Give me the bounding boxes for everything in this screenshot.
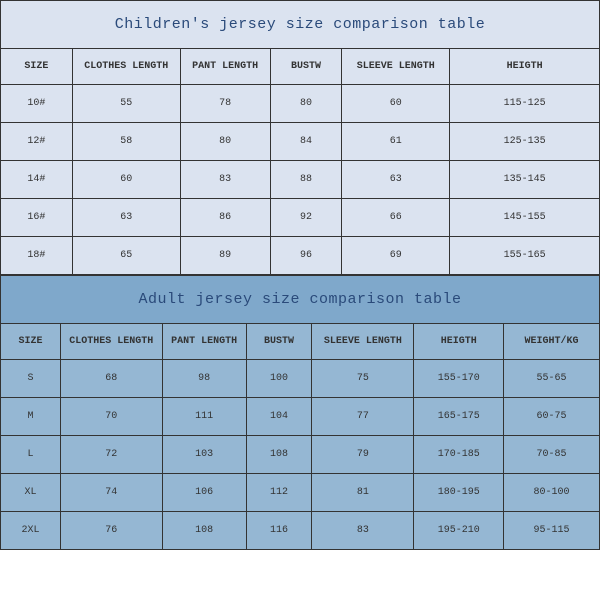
children-header-row: SIZE CLOTHES LENGTH PANT LENGTH BUSTW SL… — [1, 49, 600, 85]
cell: 60 — [342, 85, 450, 123]
cell: 106 — [162, 474, 246, 512]
cell: 98 — [162, 360, 246, 398]
children-col-header: SLEEVE LENGTH — [342, 49, 450, 85]
cell: L — [1, 436, 61, 474]
cell: 100 — [246, 360, 312, 398]
adult-col-header: CLOTHES LENGTH — [60, 324, 162, 360]
cell: 83 — [312, 512, 414, 550]
adult-header-row: SIZE CLOTHES LENGTH PANT LENGTH BUSTW SL… — [1, 324, 600, 360]
children-table: Children's jersey size comparison table … — [0, 0, 600, 275]
cell: 79 — [312, 436, 414, 474]
cell: 103 — [162, 436, 246, 474]
cell: 14# — [1, 161, 73, 199]
table-row: 14# 60 83 88 63 135-145 — [1, 161, 600, 199]
table-row: 12# 58 80 84 61 125-135 — [1, 123, 600, 161]
size-chart-container: Children's jersey size comparison table … — [0, 0, 600, 600]
cell: 108 — [162, 512, 246, 550]
adult-col-header: BUSTW — [246, 324, 312, 360]
cell: 96 — [270, 237, 342, 275]
cell: 76 — [60, 512, 162, 550]
adult-col-header: HEIGTH — [414, 324, 504, 360]
cell: 65 — [72, 237, 180, 275]
cell: M — [1, 398, 61, 436]
cell: 60 — [72, 161, 180, 199]
cell: 58 — [72, 123, 180, 161]
cell: 92 — [270, 199, 342, 237]
cell: XL — [1, 474, 61, 512]
children-col-header: CLOTHES LENGTH — [72, 49, 180, 85]
table-row: 18# 65 89 96 69 155-165 — [1, 237, 600, 275]
cell: 80 — [270, 85, 342, 123]
cell: 61 — [342, 123, 450, 161]
cell: 69 — [342, 237, 450, 275]
adult-col-header: SLEEVE LENGTH — [312, 324, 414, 360]
cell: 95-115 — [504, 512, 600, 550]
cell: 155-165 — [450, 237, 600, 275]
cell: 72 — [60, 436, 162, 474]
cell: 84 — [270, 123, 342, 161]
cell: 155-170 — [414, 360, 504, 398]
cell: 116 — [246, 512, 312, 550]
cell: 60-75 — [504, 398, 600, 436]
adult-col-header: SIZE — [1, 324, 61, 360]
cell: 74 — [60, 474, 162, 512]
children-title: Children's jersey size comparison table — [1, 1, 600, 49]
cell: 63 — [72, 199, 180, 237]
children-col-header: HEIGTH — [450, 49, 600, 85]
cell: 78 — [180, 85, 270, 123]
cell: 66 — [342, 199, 450, 237]
cell: 70 — [60, 398, 162, 436]
cell: 2XL — [1, 512, 61, 550]
cell: 70-85 — [504, 436, 600, 474]
cell: S — [1, 360, 61, 398]
cell: 125-135 — [450, 123, 600, 161]
table-row: XL 74 106 112 81 180-195 80-100 — [1, 474, 600, 512]
adult-title: Adult jersey size comparison table — [1, 276, 600, 324]
adult-col-header: WEIGHT/KG — [504, 324, 600, 360]
table-row: L 72 103 108 79 170-185 70-85 — [1, 436, 600, 474]
children-col-header: SIZE — [1, 49, 73, 85]
children-col-header: BUSTW — [270, 49, 342, 85]
cell: 55 — [72, 85, 180, 123]
table-row: 16# 63 86 92 66 145-155 — [1, 199, 600, 237]
cell: 18# — [1, 237, 73, 275]
cell: 68 — [60, 360, 162, 398]
cell: 63 — [342, 161, 450, 199]
cell: 108 — [246, 436, 312, 474]
table-row: 10# 55 78 80 60 115-125 — [1, 85, 600, 123]
cell: 81 — [312, 474, 414, 512]
cell: 135-145 — [450, 161, 600, 199]
cell: 83 — [180, 161, 270, 199]
children-col-header: PANT LENGTH — [180, 49, 270, 85]
adult-table: Adult jersey size comparison table SIZE … — [0, 275, 600, 550]
adult-col-header: PANT LENGTH — [162, 324, 246, 360]
cell: 170-185 — [414, 436, 504, 474]
cell: 145-155 — [450, 199, 600, 237]
cell: 180-195 — [414, 474, 504, 512]
cell: 195-210 — [414, 512, 504, 550]
cell: 165-175 — [414, 398, 504, 436]
cell: 12# — [1, 123, 73, 161]
cell: 89 — [180, 237, 270, 275]
table-row: M 70 111 104 77 165-175 60-75 — [1, 398, 600, 436]
cell: 16# — [1, 199, 73, 237]
cell: 111 — [162, 398, 246, 436]
cell: 10# — [1, 85, 73, 123]
cell: 88 — [270, 161, 342, 199]
cell: 75 — [312, 360, 414, 398]
table-row: S 68 98 100 75 155-170 55-65 — [1, 360, 600, 398]
table-row: 2XL 76 108 116 83 195-210 95-115 — [1, 512, 600, 550]
cell: 80 — [180, 123, 270, 161]
cell: 77 — [312, 398, 414, 436]
cell: 115-125 — [450, 85, 600, 123]
cell: 112 — [246, 474, 312, 512]
cell: 55-65 — [504, 360, 600, 398]
cell: 80-100 — [504, 474, 600, 512]
cell: 104 — [246, 398, 312, 436]
cell: 86 — [180, 199, 270, 237]
